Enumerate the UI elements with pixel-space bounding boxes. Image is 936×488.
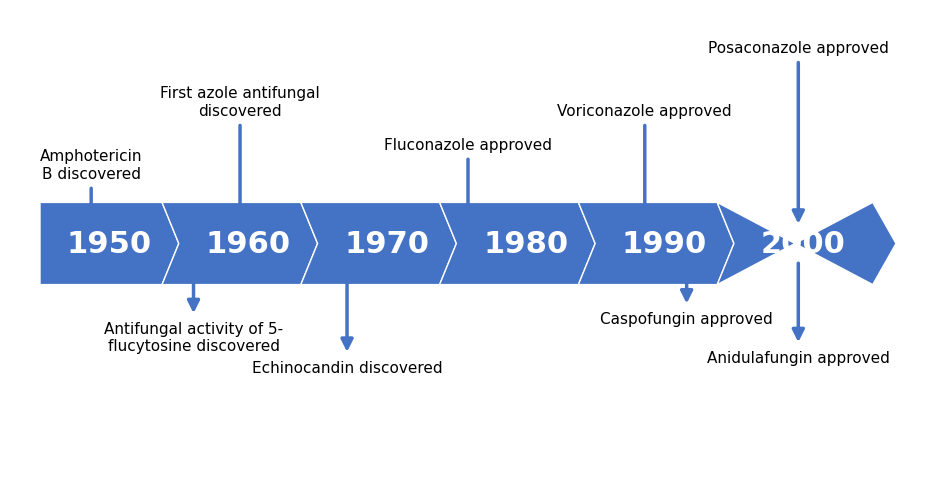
Text: Echinocandin discovered: Echinocandin discovered [252,360,443,375]
Text: 1980: 1980 [483,229,568,259]
Text: Fluconazole approved: Fluconazole approved [384,137,552,152]
Polygon shape [162,203,317,285]
Polygon shape [300,203,457,285]
Text: 2000: 2000 [761,229,846,259]
Text: Anidulafungin approved: Anidulafungin approved [707,350,890,365]
Polygon shape [40,203,179,285]
Polygon shape [717,203,896,285]
Text: 1950: 1950 [66,229,152,259]
Text: 1990: 1990 [622,229,708,259]
Text: 1970: 1970 [344,229,430,259]
Text: Caspofungin approved: Caspofungin approved [600,311,773,326]
Text: Antifungal activity of 5-
flucytosine discovered: Antifungal activity of 5- flucytosine di… [104,321,283,353]
Text: First azole antifungal
discovered: First azole antifungal discovered [160,86,320,119]
Text: Amphotericin
B discovered: Amphotericin B discovered [40,149,142,181]
Polygon shape [440,203,595,285]
Text: 1960: 1960 [206,229,291,259]
Polygon shape [578,203,734,285]
Text: Voriconazole approved: Voriconazole approved [558,103,732,119]
Text: Posaconazole approved: Posaconazole approved [708,41,889,56]
